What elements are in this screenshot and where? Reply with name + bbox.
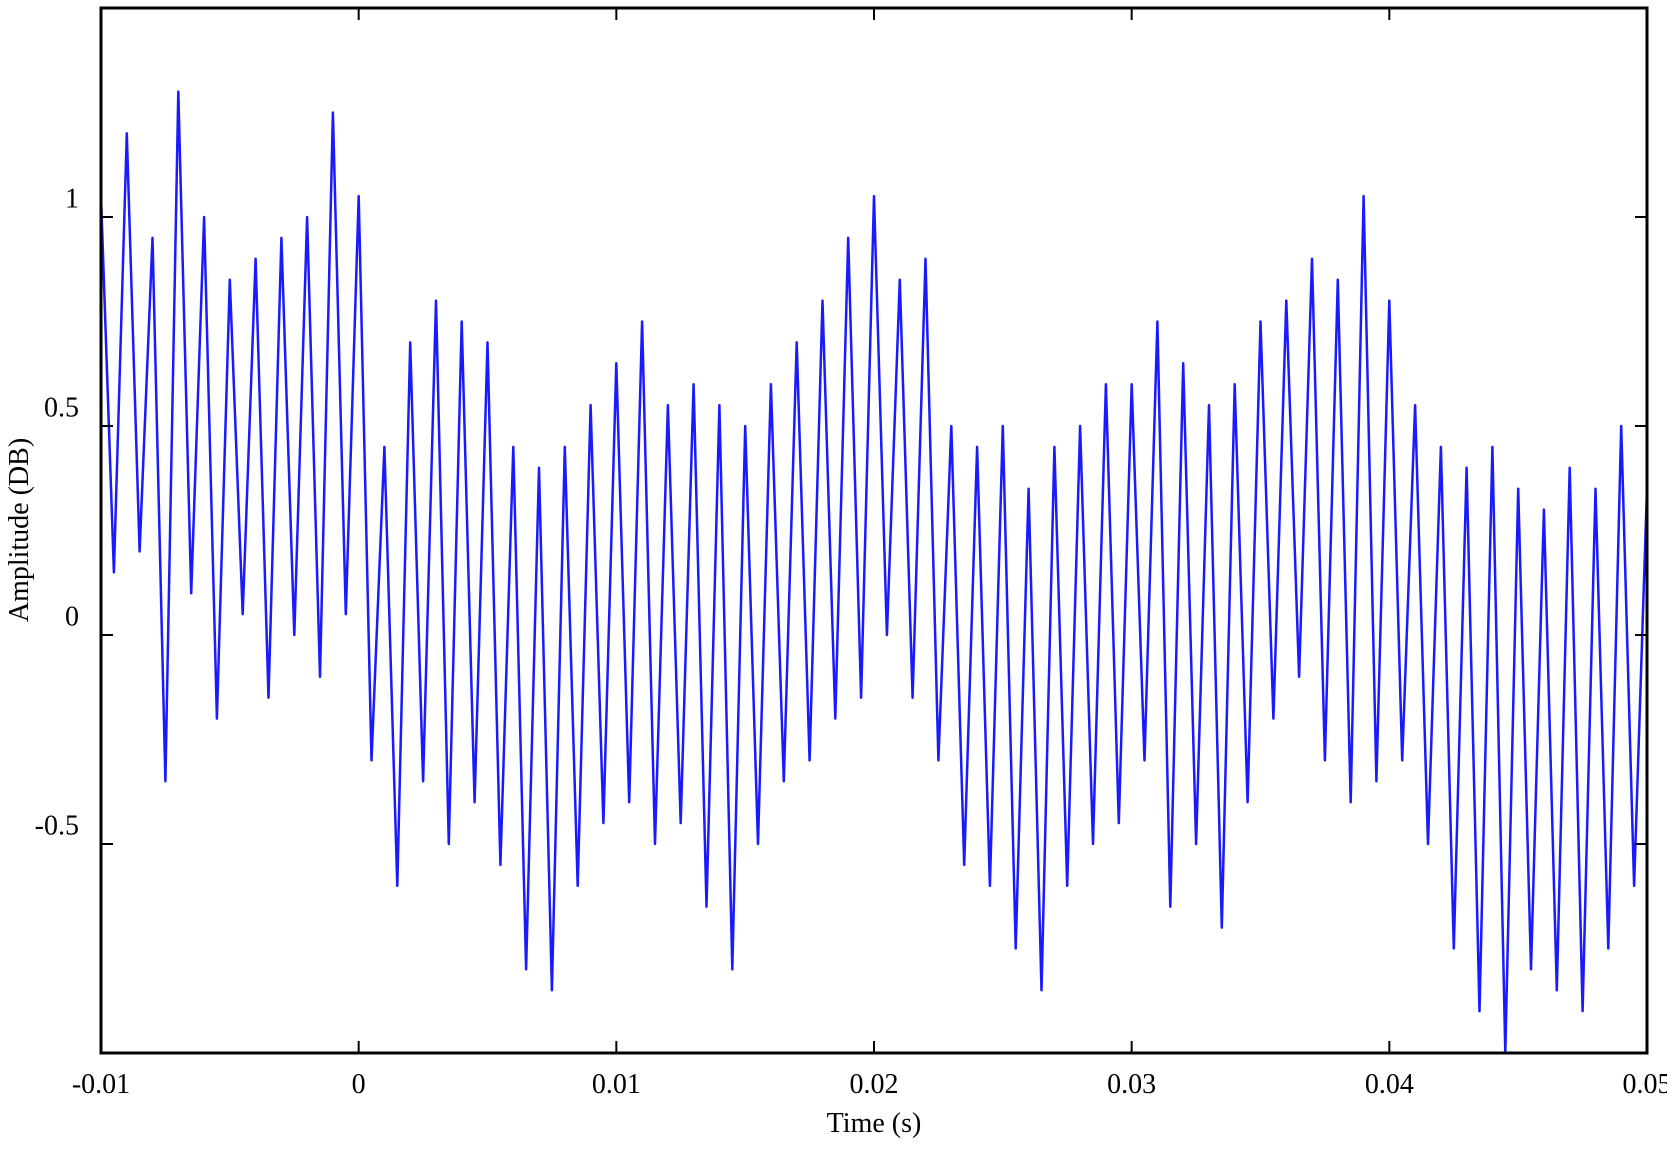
y-tick-label: -0.5 bbox=[35, 810, 79, 841]
y-axis-label: Amplitude (DB) bbox=[4, 438, 35, 622]
x-tick-label: 0.02 bbox=[850, 1069, 899, 1100]
signal-line bbox=[99, 90, 1649, 1055]
y-tick-label: 0.5 bbox=[44, 392, 79, 423]
y-tick-label: 0 bbox=[65, 601, 79, 632]
x-tick-label: 0.04 bbox=[1365, 1069, 1414, 1100]
x-axis-label: Time (s) bbox=[827, 1108, 922, 1139]
x-tick-label: 0.03 bbox=[1107, 1069, 1156, 1100]
x-tick-label: 0.01 bbox=[592, 1069, 641, 1100]
y-tick-label: 1 bbox=[65, 183, 79, 214]
x-tick-label: 0.05 bbox=[1623, 1069, 1667, 1100]
x-tick-label: -0.01 bbox=[72, 1069, 130, 1100]
x-tick-label: 0 bbox=[352, 1069, 366, 1100]
